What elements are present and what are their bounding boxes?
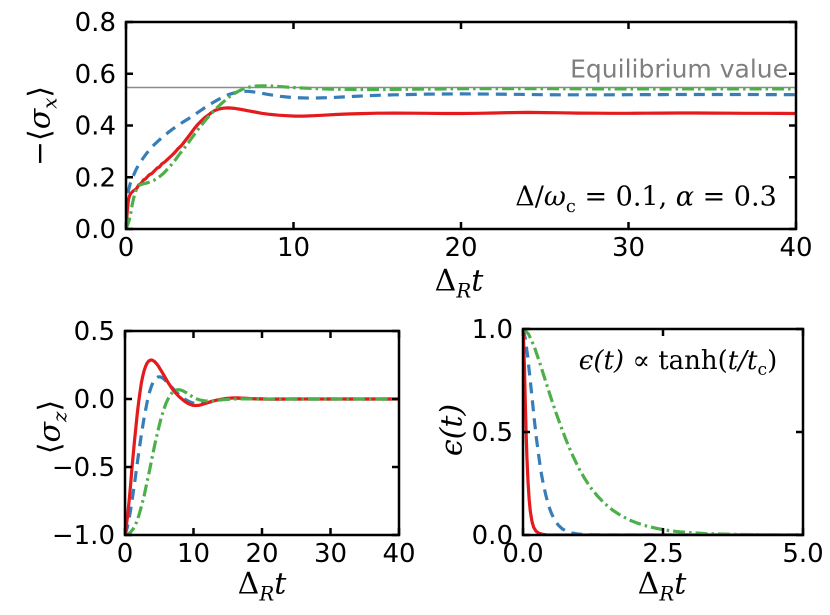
x-tick-label: 10 (177, 539, 210, 569)
ylabel-suffix: ⟩ (22, 85, 58, 98)
bottom-right-x-axis-label: ΔRt (637, 566, 687, 604)
y-tick-label: 0.2 (75, 163, 116, 193)
x-tick-label: 0.0 (502, 539, 543, 569)
y-tick-label: 0.0 (74, 385, 115, 415)
ylabel-subscript: z (48, 411, 72, 422)
params-subscript-c: c (565, 195, 576, 217)
panel-sigma-x-ticks (124, 20, 798, 231)
series-sigma-z-green-dashdot (124, 388, 399, 536)
y-tick-label: 1.0 (472, 315, 513, 345)
ylabel-suffix: ⟩ (32, 399, 68, 412)
y-tick-label: 0.5 (74, 317, 115, 347)
x-tick-label: 0 (117, 539, 134, 569)
ylabel-prefix: −⟨ (22, 129, 58, 167)
bottom-left-y-axis-label: ⟨σz⟩ (32, 399, 72, 455)
bottom-right-y-axis-label: ϵ(t) (434, 403, 470, 457)
y-tick-label: 0.4 (75, 112, 116, 142)
time-variable: t (274, 566, 287, 602)
series-epsilon-green-dashdot (522, 328, 803, 536)
x-tick-label: 30 (314, 539, 347, 569)
top-panel-x-axis-label: ΔRt (434, 263, 484, 301)
ramp-subscript-c: c (757, 360, 768, 381)
x-tick-label: 2.5 (642, 539, 683, 569)
panel-sigma-z-frame (123, 329, 401, 537)
xlabel-subscript: R (259, 582, 275, 606)
x-tick-label: 20 (444, 233, 477, 263)
panel-sigma-x-tick-labels: 0 10 20 30 40 0.0 0.2 0.4 0.6 0.8 (75, 8, 813, 263)
x-tick-label: 5.0 (782, 539, 823, 569)
omega-symbol: ω (543, 181, 566, 213)
x-tick-label: 20 (245, 539, 278, 569)
ramp-protocol-annotation: ϵ(t) ∝ tanh(t/tc) (578, 346, 778, 379)
x-tick-label: 40 (382, 539, 415, 569)
x-tick-label: 30 (612, 233, 645, 263)
y-tick-label: 0.0 (75, 215, 116, 245)
y-tick-label: −1.0 (52, 521, 115, 551)
delta-symbol: Δ (637, 566, 660, 602)
bottom-left-x-axis-label: ΔRt (237, 566, 287, 604)
ylabel-subscript: x (38, 97, 62, 109)
y-tick-label: 0.8 (75, 8, 116, 38)
x-tick-label: 0 (118, 233, 135, 263)
panel-sigma-z-series (124, 358, 399, 536)
ramp-eps-t: ϵ(t) (578, 346, 625, 376)
parameters-annotation: Δ/ωc = 0.1, α = 0.3 (515, 181, 777, 216)
sigma-symbol: σ (22, 108, 58, 130)
params-delta-omega: Δ/ (515, 181, 544, 213)
xlabel-subscript: R (456, 279, 472, 303)
y-tick-label: 0.5 (472, 418, 513, 448)
ramp-close-paren: ) (767, 346, 778, 376)
panel-epsilon-tick-labels: 0.0 2.5 5.0 0.0 0.5 1.0 (472, 315, 824, 569)
ramp-propto-tanh: ∝ tanh( (624, 346, 728, 376)
time-variable: t (674, 566, 687, 602)
y-tick-label: −0.5 (52, 453, 115, 483)
panel-epsilon-ticks (521, 327, 805, 537)
panel-sigma-z-tick-labels: 0 10 20 30 40 0.5 0.0 −0.5 −1.0 (52, 317, 416, 569)
x-tick-label: 40 (779, 233, 812, 263)
sigma-symbol: σ (32, 421, 68, 443)
delta-symbol: Δ (434, 263, 457, 299)
top-panel-y-axis-label: −⟨σx⟩ (22, 85, 62, 167)
y-tick-label: 0.0 (472, 521, 513, 551)
series-sigma-x-red-solid (125, 106, 797, 230)
panel-sigma-x-series (125, 84, 797, 230)
xlabel-subscript: R (659, 582, 675, 606)
ramp-t-over-tc: t/t (727, 346, 758, 376)
series-sigma-x-green-dashdot (125, 84, 796, 230)
y-tick-label: 0.6 (75, 60, 116, 90)
series-sigma-x-blue-dashed (125, 89, 797, 230)
ylabel-prefix: ⟨ (32, 442, 68, 455)
panel-sigma-z-ticks (123, 329, 401, 537)
series-sigma-z-red-solid (124, 358, 399, 536)
delta-symbol: Δ (237, 566, 260, 602)
x-tick-label: 10 (277, 233, 310, 263)
equilibrium-value-label: Equilibrium value (570, 54, 788, 84)
time-variable: t (471, 263, 484, 299)
params-eq2: = 0.3 (694, 181, 777, 213)
params-eq1: = 0.1, (575, 181, 676, 213)
alpha-symbol: α (675, 181, 695, 213)
